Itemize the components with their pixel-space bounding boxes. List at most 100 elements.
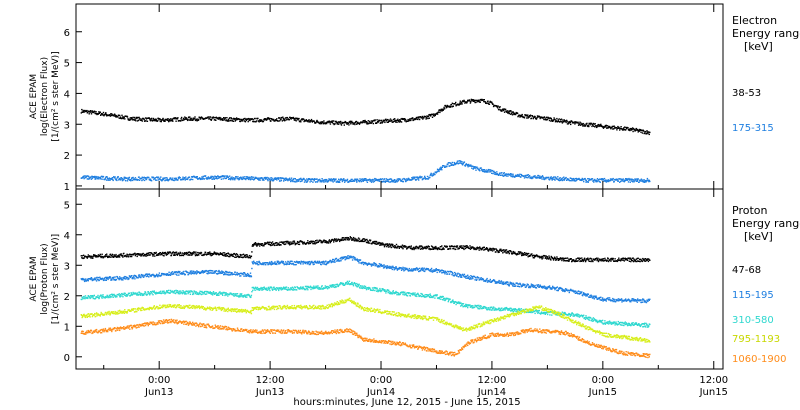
data-point bbox=[138, 179, 141, 181]
data-point bbox=[528, 175, 530, 178]
data-point bbox=[363, 238, 365, 240]
data-point bbox=[320, 180, 322, 182]
data-point bbox=[319, 261, 321, 264]
data-point bbox=[156, 120, 159, 122]
data-point bbox=[630, 178, 632, 181]
data-point bbox=[472, 165, 474, 167]
data-point bbox=[547, 176, 550, 179]
data-point bbox=[115, 256, 118, 258]
data-point bbox=[235, 119, 237, 121]
data-point bbox=[323, 120, 325, 122]
data-point bbox=[501, 249, 503, 252]
data-point bbox=[161, 179, 163, 182]
data-point bbox=[632, 127, 634, 129]
data-point bbox=[193, 272, 196, 274]
data-point bbox=[540, 257, 543, 259]
data-point bbox=[232, 178, 234, 181]
data-point bbox=[369, 178, 371, 180]
data-point bbox=[190, 271, 192, 273]
data-point bbox=[278, 117, 280, 119]
data-point bbox=[487, 100, 489, 102]
data-point bbox=[518, 283, 520, 285]
data-point bbox=[384, 245, 386, 247]
data-point bbox=[168, 274, 170, 276]
data-point bbox=[582, 179, 584, 181]
data-point bbox=[144, 120, 146, 122]
data-point bbox=[419, 270, 422, 272]
data-point bbox=[222, 175, 224, 177]
data-point bbox=[545, 256, 547, 259]
data-point bbox=[131, 277, 133, 280]
data-point bbox=[602, 300, 604, 302]
electron-frame bbox=[75, 3, 724, 190]
data-point bbox=[543, 286, 545, 288]
data-point bbox=[300, 177, 302, 180]
data-point bbox=[132, 176, 134, 179]
data-point bbox=[209, 251, 211, 253]
data-point bbox=[96, 276, 98, 279]
data-point bbox=[238, 118, 241, 121]
data-point bbox=[450, 271, 453, 273]
data-point bbox=[386, 119, 388, 121]
data-point bbox=[550, 259, 552, 261]
data-point bbox=[469, 248, 472, 250]
data-point bbox=[613, 260, 616, 262]
data-point bbox=[194, 272, 197, 274]
data-point bbox=[91, 278, 93, 280]
data-point bbox=[214, 119, 216, 121]
legend-entry: 38-53 bbox=[732, 88, 761, 99]
data-point bbox=[324, 263, 326, 266]
data-point bbox=[226, 176, 228, 178]
data-point bbox=[524, 254, 527, 256]
data-point bbox=[356, 258, 358, 260]
data-point bbox=[267, 179, 269, 182]
data-point bbox=[91, 295, 94, 297]
data-point bbox=[86, 278, 88, 280]
data-point bbox=[272, 179, 275, 182]
data-point bbox=[338, 238, 340, 241]
data-point bbox=[517, 285, 520, 287]
data-point bbox=[478, 249, 480, 251]
data-point bbox=[495, 105, 497, 107]
data-point bbox=[575, 177, 577, 180]
data-point bbox=[503, 109, 505, 112]
data-point bbox=[100, 113, 102, 116]
data-point bbox=[634, 260, 637, 262]
data-point bbox=[332, 181, 334, 183]
data-point bbox=[424, 270, 426, 273]
data-point bbox=[173, 273, 175, 275]
data-point bbox=[413, 177, 416, 179]
data-point bbox=[335, 240, 337, 243]
data-point bbox=[483, 99, 485, 101]
data-point bbox=[197, 251, 199, 254]
data-point bbox=[259, 179, 261, 181]
data-point bbox=[414, 268, 416, 270]
data-point bbox=[129, 179, 131, 181]
data-point bbox=[131, 179, 134, 182]
data-point bbox=[221, 118, 223, 121]
data-point bbox=[219, 116, 221, 119]
data-point bbox=[566, 257, 569, 259]
data-point bbox=[439, 167, 441, 169]
data-point bbox=[130, 253, 132, 256]
data-point bbox=[180, 272, 183, 274]
data-point bbox=[378, 263, 381, 265]
data-point bbox=[95, 111, 97, 113]
data-point bbox=[169, 120, 171, 122]
data-point bbox=[284, 179, 287, 181]
data-point bbox=[574, 180, 576, 182]
data-point bbox=[527, 174, 529, 176]
data-point bbox=[494, 282, 497, 284]
data-point bbox=[275, 242, 277, 244]
data-point bbox=[187, 251, 190, 253]
data-point bbox=[551, 119, 553, 121]
data-point bbox=[257, 264, 259, 266]
data-point bbox=[508, 110, 510, 112]
data-point bbox=[118, 278, 120, 281]
data-point bbox=[304, 261, 306, 263]
data-point bbox=[489, 280, 491, 282]
data-point bbox=[452, 247, 454, 250]
data-point bbox=[156, 274, 158, 276]
data-point bbox=[428, 114, 430, 116]
data-point bbox=[568, 289, 570, 292]
